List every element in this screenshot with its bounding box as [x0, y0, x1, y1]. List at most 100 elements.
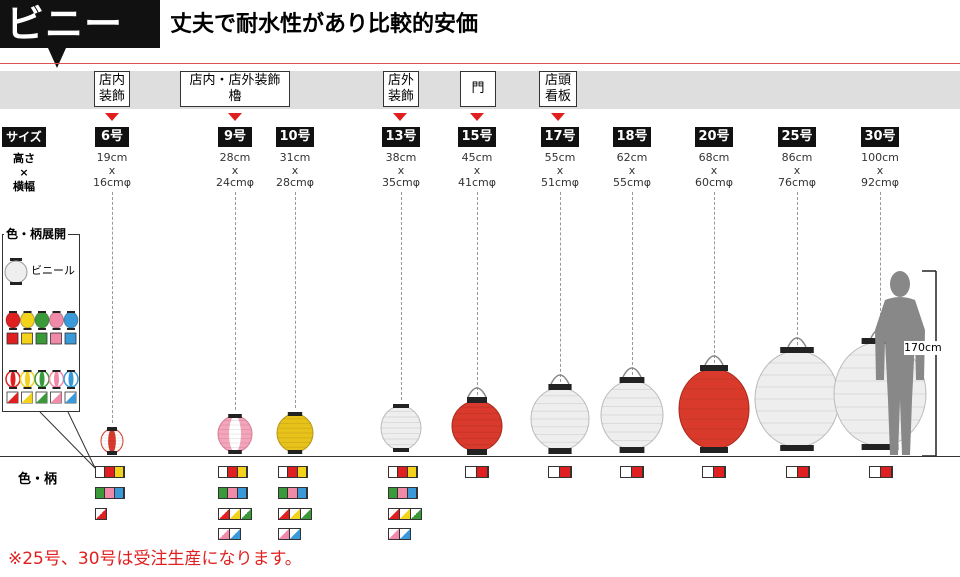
lantern-icon — [217, 414, 253, 454]
mini-lantern-stripe-icon — [68, 371, 74, 387]
mini-lantern-stripe-icon — [54, 371, 59, 387]
size-dimensions: 68cm x 60cmφ — [684, 151, 744, 190]
dimension-x: x — [108, 163, 116, 177]
lantern-icon — [600, 367, 664, 453]
dimension-x: x — [876, 163, 884, 177]
use-box-outdoor: 店外 装飾 — [383, 71, 419, 107]
pointer-line — [39, 411, 96, 469]
headline: 丈夫で耐水性があり比較的安価 — [170, 12, 479, 37]
size-dimensions: 38cm x 35cmφ — [371, 151, 431, 190]
human-silhouette-icon — [875, 271, 925, 455]
size-badge: 10号 — [276, 127, 314, 147]
dimension-width: 55cmφ — [612, 176, 652, 189]
color-chip — [50, 332, 62, 345]
lanterns — [100, 328, 927, 455]
dimension-height: 86cm — [781, 151, 813, 164]
dimension-height: 19cm — [96, 151, 128, 164]
lantern-icon — [380, 404, 422, 452]
pattern-chip-fill — [65, 392, 76, 403]
dimension-height: 38cm — [385, 151, 417, 164]
color-swatch — [388, 487, 418, 499]
size-badge: 13号 — [382, 127, 420, 147]
dimension-header-width: 横幅 — [13, 180, 35, 193]
mini-lantern-stripe-icon — [10, 371, 16, 387]
mini-lantern-cap-icon — [9, 387, 17, 389]
colors-header: 色・柄 — [18, 472, 58, 487]
pattern-panel-title: 色・柄展開 — [4, 226, 69, 242]
color-chip — [21, 332, 33, 345]
size-badge: 15号 — [458, 127, 496, 147]
dimension-height: 100cm — [861, 151, 899, 164]
size-badge: 30号 — [861, 127, 899, 147]
mini-lantern-cap-icon — [38, 387, 46, 389]
lantern-icon — [276, 412, 314, 454]
use-arrow — [470, 113, 484, 121]
pattern-swatch — [289, 528, 301, 540]
color-chip — [6, 332, 19, 345]
guide-line — [632, 192, 633, 375]
guide-line — [401, 192, 402, 400]
mini-lantern-cap-icon — [38, 328, 46, 330]
dimension-width: 41cmφ — [457, 176, 497, 189]
color-swatch — [620, 466, 644, 478]
dimension-width: 92cmφ — [860, 176, 900, 189]
guide-line — [112, 192, 113, 423]
dimension-height: 28cm — [219, 151, 251, 164]
use-label: 門 — [471, 81, 485, 96]
color-swatch — [278, 487, 308, 499]
lantern-icon — [451, 387, 503, 455]
vinyl-label: ビニール — [31, 264, 75, 277]
use-arrow — [551, 113, 565, 121]
mini-lantern-cap-icon — [9, 328, 17, 330]
size-dimensions: 31cm x 28cmφ — [265, 151, 325, 190]
human-height-label: 170cm — [904, 341, 942, 355]
dimension-height: 31cm — [279, 151, 311, 164]
mini-lantern-cap-icon — [67, 328, 75, 330]
size-badge: 9号 — [218, 127, 252, 147]
pattern-chip-fill — [36, 392, 47, 403]
pattern-swatch — [95, 508, 107, 520]
mini-lantern-cap-icon — [9, 311, 17, 313]
dimension-x: x — [793, 163, 801, 177]
color-chip — [64, 332, 77, 345]
mini-lantern-cap-icon — [9, 370, 17, 372]
color-swatch — [218, 466, 248, 478]
mini-lantern-cap-icon — [23, 387, 32, 389]
mini-lantern-icon — [49, 311, 64, 329]
lantern-icon — [530, 374, 590, 454]
use-arrow — [105, 113, 119, 121]
mini-lantern-cap-icon — [38, 370, 46, 372]
dimension-header-height: 高さ — [13, 152, 35, 165]
pointer-line — [67, 411, 96, 469]
color-swatch — [869, 466, 893, 478]
mini-lantern-icon — [5, 311, 21, 329]
dimension-x: x — [710, 163, 718, 177]
category-label: ビニール — [0, 0, 160, 94]
mini-lantern-cap-icon — [52, 328, 61, 330]
dimension-width: 16cmφ — [92, 176, 132, 189]
pattern-swatch — [229, 528, 241, 540]
dimension-x: x — [397, 163, 405, 177]
dimension-header: 高さ × 横幅 — [2, 152, 46, 194]
pattern-swatch — [399, 528, 411, 540]
pattern-chip-fill — [7, 392, 18, 403]
use-box-indoor: 店内 装飾 — [94, 71, 130, 107]
mini-lantern-stripe-icon — [39, 371, 45, 387]
use-arrow — [393, 113, 407, 121]
ground-line — [0, 456, 960, 457]
use-label: 店内・店外装飾櫓 — [189, 73, 281, 104]
mini-lantern-cap-icon — [23, 370, 32, 372]
color-swatch — [548, 466, 572, 478]
guide-line — [235, 192, 236, 410]
size-dimensions: 100cm x 92cmφ — [850, 151, 910, 190]
mini-lantern-cap-icon — [23, 311, 32, 313]
pattern-chip-fill — [50, 392, 62, 403]
guide-line — [295, 192, 296, 408]
use-label: 店頭 看板 — [544, 73, 571, 104]
use-label: 店外 装飾 — [387, 73, 414, 104]
mini-lantern-icon — [63, 311, 79, 329]
dimension-height: 62cm — [616, 151, 648, 164]
mini-lantern-cap-icon — [67, 311, 75, 313]
guide-line — [880, 192, 881, 336]
